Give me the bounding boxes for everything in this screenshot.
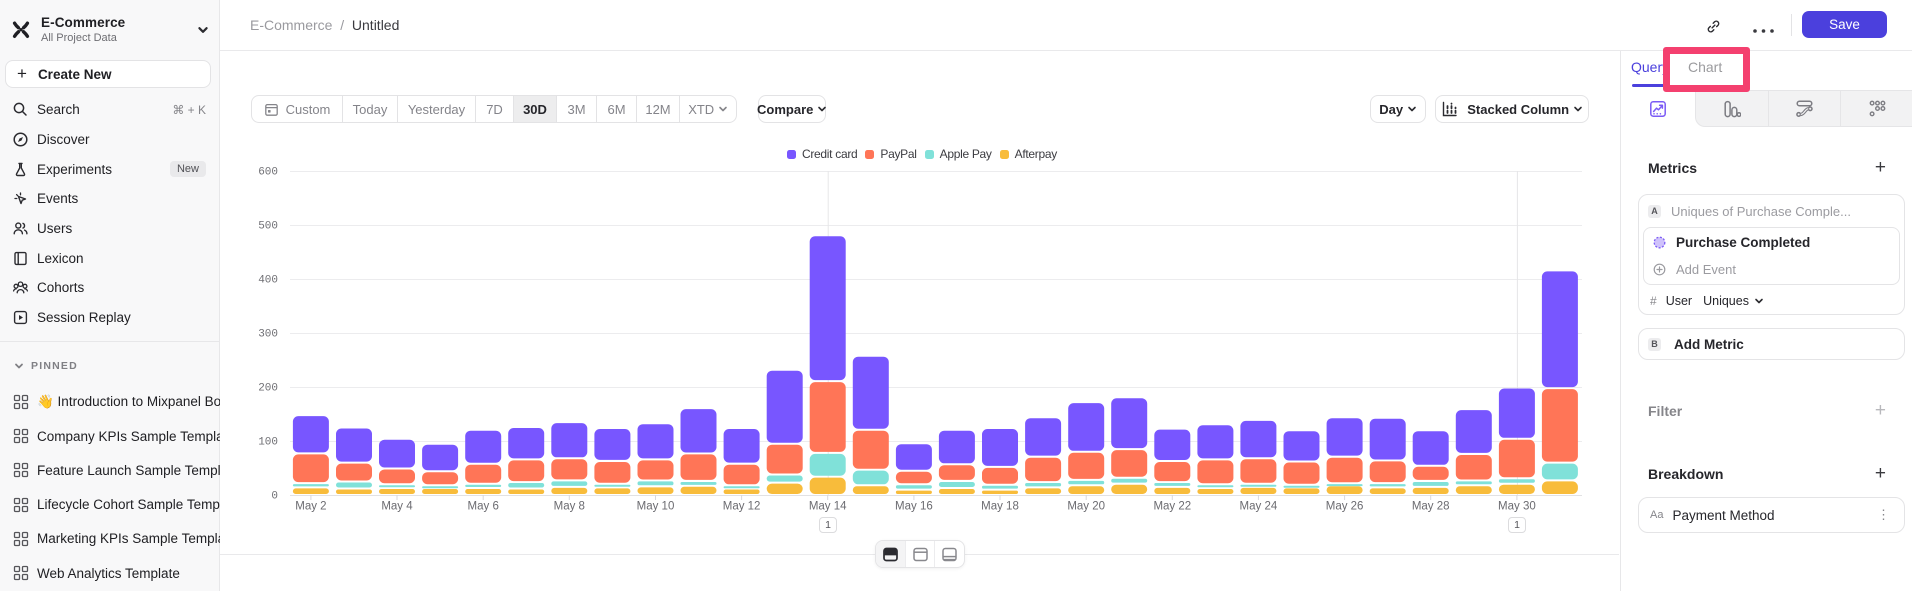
svg-text:May 6: May 6 [468, 501, 499, 513]
svg-text:May 20: May 20 [1067, 501, 1105, 513]
svg-text:May 30: May 30 [1498, 501, 1536, 513]
svg-text:May 8: May 8 [554, 501, 585, 513]
svg-text:May 26: May 26 [1326, 501, 1364, 513]
svg-text:May 24: May 24 [1240, 501, 1278, 513]
svg-text:0: 0 [271, 491, 278, 503]
svg-text:May 28: May 28 [1412, 501, 1450, 513]
svg-text:May 4: May 4 [381, 501, 413, 513]
svg-text:500: 500 [258, 221, 278, 233]
svg-text:May 18: May 18 [981, 501, 1019, 513]
svg-text:400: 400 [258, 275, 278, 287]
svg-text:May 12: May 12 [723, 501, 761, 513]
svg-text:May 22: May 22 [1153, 501, 1191, 513]
svg-text:100: 100 [258, 437, 278, 449]
svg-text:May 10: May 10 [637, 501, 675, 513]
svg-text:May 14: May 14 [809, 501, 847, 513]
svg-text:200: 200 [258, 383, 278, 395]
svg-text:600: 600 [258, 167, 278, 179]
svg-text:300: 300 [258, 329, 278, 341]
svg-text:May 16: May 16 [895, 501, 933, 513]
svg-text:May 2: May 2 [295, 501, 326, 513]
